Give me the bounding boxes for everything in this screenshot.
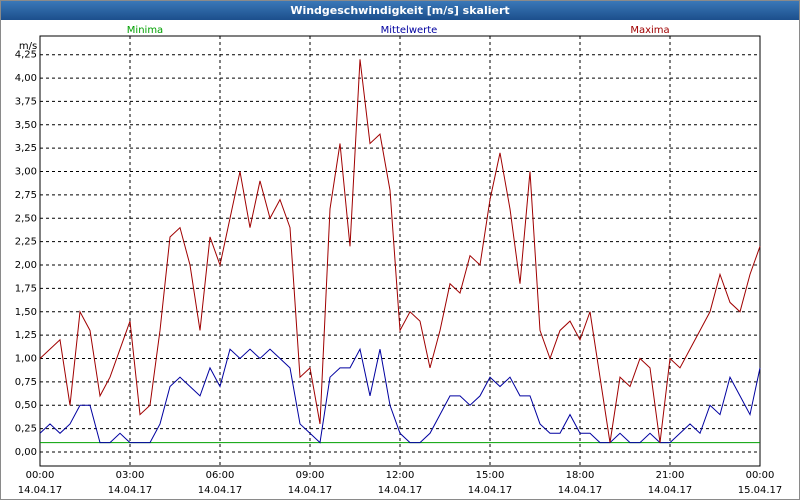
legend-label: Mittelwerte [381,25,438,36]
y-tick-label: 1,25 [15,330,37,341]
x-tick-date: 14.04.17 [378,485,423,496]
x-tick-label: 15:00 [476,470,505,481]
y-tick-label: 2,50 [15,213,37,224]
y-tick-label: 3,50 [15,120,37,131]
legend-label: Minima [127,25,163,36]
chart-title: Windgeschwindigkeit [m/s] skaliert [290,4,509,17]
x-tick-date: 14.04.17 [468,485,513,496]
x-tick-label: 06:00 [206,470,235,481]
y-tick-label: 2,00 [15,260,37,271]
y-tick-label: 2,75 [15,190,37,201]
y-tick-label: 0,00 [15,447,37,458]
x-tick-label: 18:00 [566,470,595,481]
y-tick-label: 1,50 [15,307,37,318]
x-tick-date: 14.04.17 [288,485,333,496]
y-tick-label: 4,25 [15,50,37,61]
title-bar [1,1,799,20]
y-tick-label: 3,00 [15,167,37,178]
y-tick-label: 2,25 [15,237,37,248]
x-tick-date: 14.04.17 [648,485,693,496]
x-tick-label: 03:00 [116,470,145,481]
x-tick-date: 14.04.17 [18,485,63,496]
y-tick-label: 0,25 [15,424,37,435]
x-tick-label: 09:00 [296,470,325,481]
x-tick-date: 15.04.17 [738,485,783,496]
x-tick-label: 00:00 [746,470,775,481]
series-line [39,347,761,444]
x-tick-label: 00:00 [26,470,55,481]
y-tick-label: 3,25 [15,143,37,154]
x-tick-label: 12:00 [386,470,415,481]
y-axis-label: m/s [19,41,37,52]
series-line [39,59,761,443]
y-tick-label: 1,00 [15,354,37,365]
legend-label: Maxima [630,25,669,36]
y-tick-label: 0,50 [15,400,37,411]
y-tick-label: 1,75 [15,283,37,294]
x-tick-label: 21:00 [656,470,685,481]
y-tick-label: 3,75 [15,96,37,107]
x-tick-date: 14.04.17 [198,485,243,496]
y-tick-label: 0,75 [15,377,37,388]
x-tick-date: 14.04.17 [558,485,603,496]
y-tick-label: 4,00 [15,73,37,84]
x-tick-date: 14.04.17 [108,485,153,496]
